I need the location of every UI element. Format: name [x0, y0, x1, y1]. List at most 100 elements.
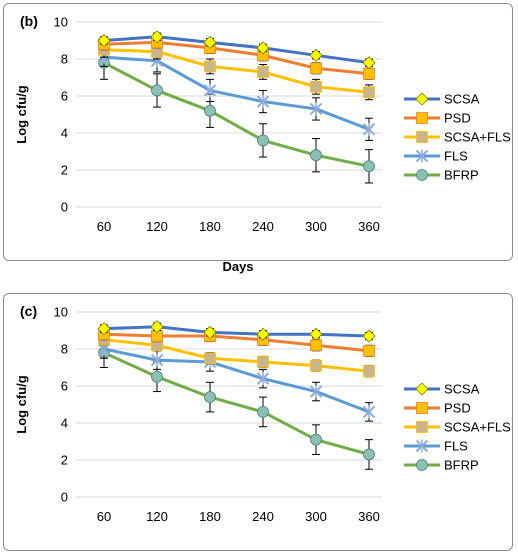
legend-marker: [416, 169, 428, 181]
data-point: [203, 83, 217, 97]
y-tick-label: 4: [61, 416, 68, 431]
legend-marker: [415, 382, 429, 396]
legend-marker: [416, 131, 428, 143]
legend-label: SCSA+FLS: [444, 420, 511, 435]
data-point: [309, 385, 323, 399]
legend-label: FLS: [444, 149, 468, 164]
y-tick-label: 2: [61, 163, 68, 178]
x-tick-label: 360: [358, 219, 380, 234]
legend-marker: [415, 149, 429, 163]
x-tick-label: 120: [146, 219, 168, 234]
y-tick-label: 6: [61, 379, 68, 394]
y-axis-title: Log cfu/g: [14, 85, 29, 144]
data-point: [256, 95, 270, 109]
data-point: [309, 102, 323, 116]
legend-item: SCSA+FLS: [404, 420, 511, 435]
x-tick-label: 180: [199, 219, 221, 234]
legend-label: SCSA: [444, 382, 480, 397]
chart-b-svg: 0 2 4 6 8 10 60 120 180 240 300 360 Days Log cfu/g (b)…: [14, 13, 511, 274]
legend-label: PSD: [444, 111, 471, 126]
data-point: [362, 56, 376, 70]
data-point: [257, 406, 269, 418]
data-point: [363, 67, 375, 80]
legend-label: SCSA: [444, 92, 480, 107]
legend-item: SCSA: [404, 92, 480, 107]
data-point: [150, 320, 164, 334]
legend-marker: [416, 402, 428, 414]
data-point: [363, 448, 375, 461]
legend-label: SCSA+FLS: [444, 130, 511, 145]
data-point: [151, 84, 163, 97]
y-tick-label: 0: [61, 200, 68, 215]
data-point: [362, 122, 376, 136]
series-line: [103, 332, 370, 353]
y-tick-label: 10: [54, 15, 68, 30]
data-point: [363, 344, 375, 357]
legend-marker: [416, 459, 428, 471]
data-point: [309, 48, 323, 62]
series-scsa: [97, 30, 376, 70]
series-line: [103, 35, 370, 65]
legend-item: BFRP: [404, 168, 479, 183]
series-line: [103, 351, 370, 456]
legend-item: BFRP: [404, 458, 479, 473]
x-tick-label: 300: [305, 509, 327, 524]
data-point: [256, 41, 270, 55]
y-tick-label: 0: [61, 490, 68, 505]
chart-panel-b: 0 2 4 6 8 10 60 120 180 240 300 360 Days Log cfu/g (b)…: [3, 3, 513, 274]
data-point: [203, 325, 217, 339]
data-point: [362, 329, 376, 343]
series-bfrp: [98, 45, 375, 184]
legend-marker: [415, 92, 429, 106]
data-point: [257, 66, 269, 78]
series-line: [103, 338, 370, 373]
data-point: [97, 322, 111, 336]
legend-item: FLS: [404, 149, 468, 164]
series-line: [103, 325, 370, 338]
legend-label: BFRP: [444, 168, 479, 183]
legend-item: SCSA: [404, 382, 480, 397]
series-line: [103, 55, 370, 131]
legend-marker: [415, 439, 429, 453]
data-point: [204, 104, 216, 117]
data-point: [363, 160, 375, 173]
data-point: [310, 149, 322, 162]
data-point: [310, 359, 322, 372]
y-tick-label: 4: [61, 126, 68, 141]
x-tick-label: 240: [252, 219, 274, 234]
data-point: [310, 62, 322, 75]
legend-label: BFRP: [444, 458, 479, 473]
series-line: [103, 347, 370, 414]
series-scsa: [97, 320, 376, 343]
data-point: [150, 353, 164, 367]
x-tick-label: 360: [358, 509, 380, 524]
data-point: [150, 30, 164, 44]
legend-item: SCSA+FLS: [404, 130, 511, 145]
data-point: [256, 372, 270, 386]
y-tick-label: 2: [61, 453, 68, 468]
x-tick-label: 180: [199, 509, 221, 524]
y-axis-title: Log cfu/g: [14, 375, 29, 434]
data-point: [203, 35, 217, 49]
legend-marker: [416, 421, 428, 433]
legend-item: PSD: [404, 401, 471, 416]
data-point: [363, 365, 375, 378]
series-fls: [97, 339, 376, 422]
x-tick-label: 240: [252, 509, 274, 524]
series-line: [103, 61, 370, 168]
data-point: [363, 86, 375, 99]
data-point: [97, 33, 111, 48]
x-tick-label: 300: [305, 219, 327, 234]
data-point: [310, 339, 322, 352]
legend-marker: [416, 112, 428, 124]
legend-item: PSD: [404, 111, 471, 126]
x-tick-label: 60: [97, 219, 111, 234]
legend-label: FLS: [444, 439, 468, 454]
panel-label: (b): [20, 13, 38, 29]
data-point: [256, 327, 270, 341]
x-tick-label: 60: [97, 509, 111, 524]
data-point: [257, 356, 269, 368]
x-axis-title: Days: [222, 259, 253, 274]
data-point: [204, 60, 216, 73]
